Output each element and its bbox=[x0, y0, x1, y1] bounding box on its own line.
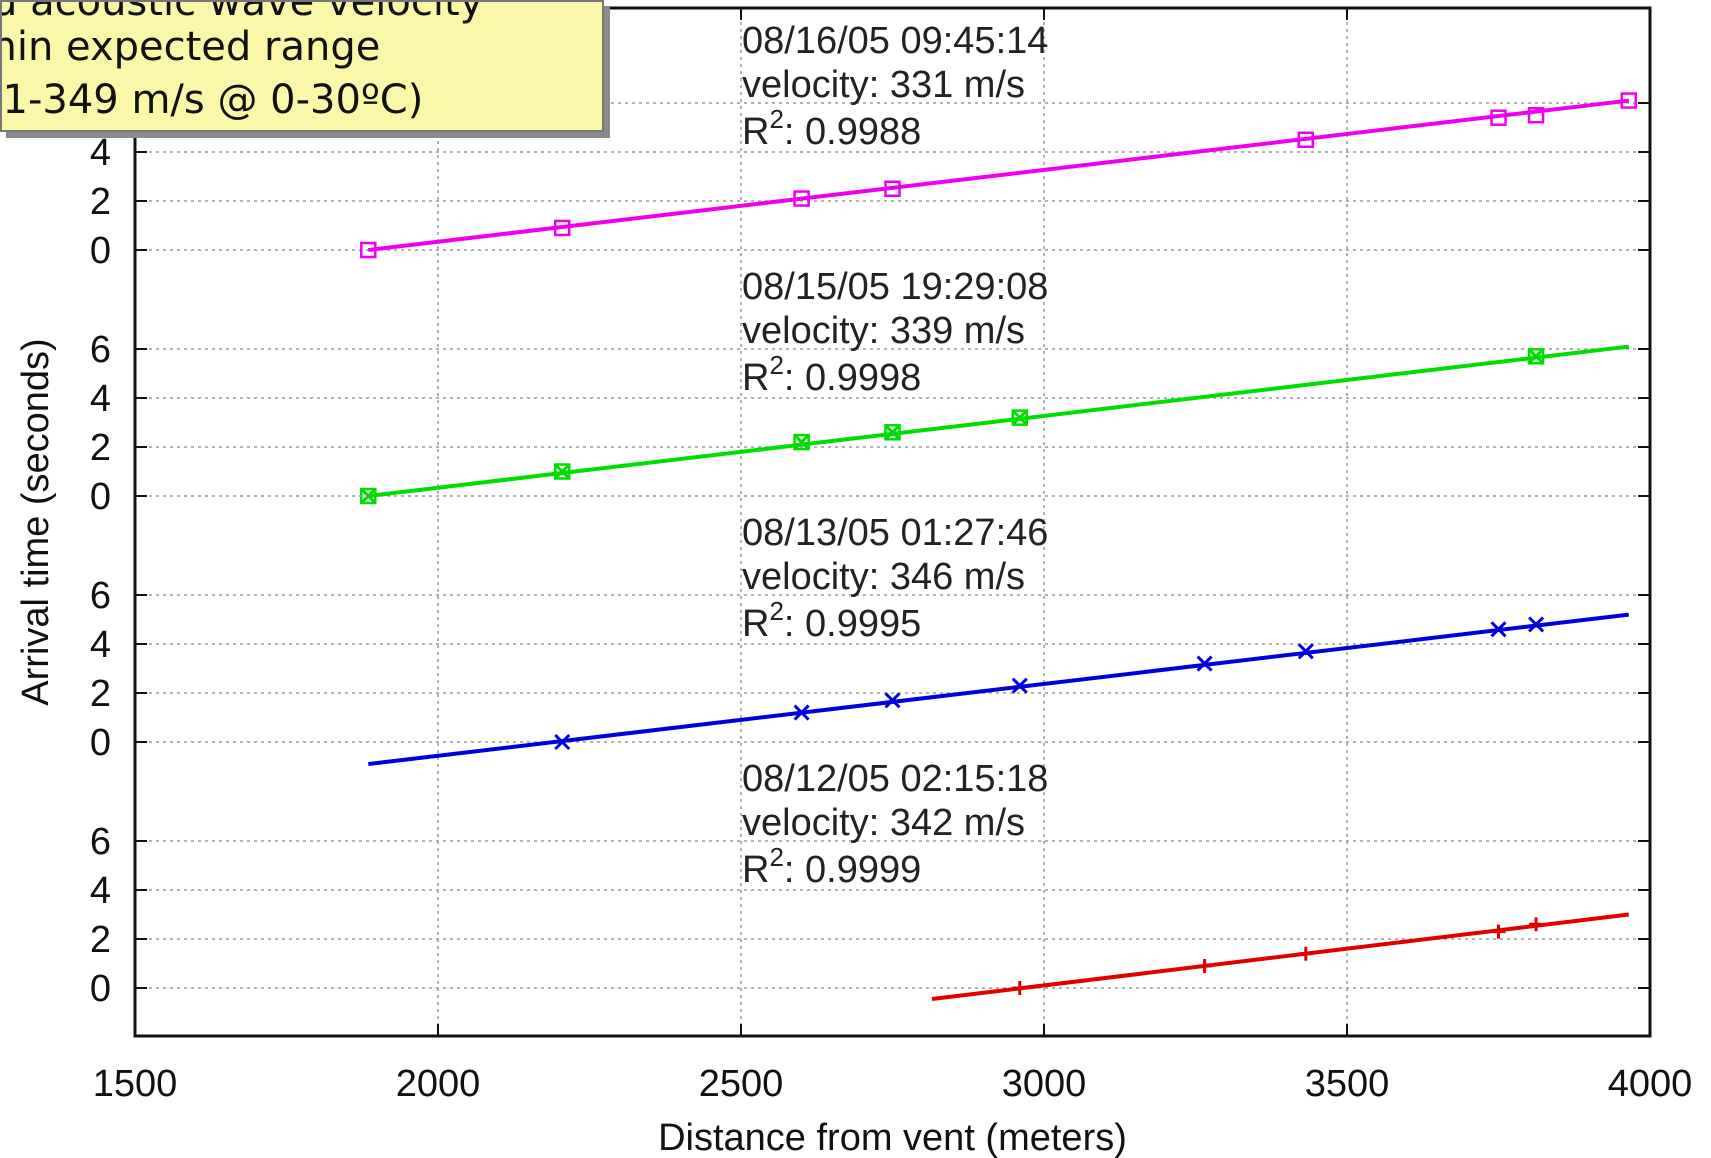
data-point-marker bbox=[360, 487, 377, 505]
data-point-marker bbox=[793, 704, 810, 721]
data-point-marker bbox=[1491, 924, 1506, 939]
y-tick-label: 0 bbox=[90, 968, 111, 1010]
data-point-marker bbox=[1011, 409, 1028, 426]
callout-line-1: Measured acoustic wave velocity bbox=[2, 0, 484, 25]
x-tick-label: 1500 bbox=[93, 1063, 178, 1105]
fit-line bbox=[368, 98, 1630, 252]
x-tick-label: 3000 bbox=[1002, 1063, 1087, 1105]
y-tick-label: 0 bbox=[90, 230, 111, 272]
data-point-marker bbox=[884, 180, 901, 197]
r-squared-value: : 0.9999 bbox=[784, 849, 921, 891]
data-point-marker bbox=[553, 219, 571, 237]
series-layer bbox=[360, 92, 1638, 1002]
data-point-marker bbox=[793, 433, 810, 451]
r-squared-value: : 0.9988 bbox=[784, 111, 921, 153]
x-tick-label: 2000 bbox=[396, 1063, 481, 1105]
data-point-marker bbox=[1528, 348, 1545, 365]
velocity-callout-box: Measured acoustic wave velocity within e… bbox=[0, 0, 604, 132]
r-squared-symbol: R bbox=[742, 603, 769, 645]
r-squared-superscript: 2 bbox=[769, 842, 783, 872]
y-tick-label: 0 bbox=[90, 722, 111, 764]
y-tick-label: 4 bbox=[90, 132, 111, 174]
data-point-marker bbox=[884, 424, 901, 441]
data-point-marker bbox=[553, 463, 571, 480]
series-0 bbox=[931, 912, 1630, 1002]
velocity-label: velocity: 342 m/s bbox=[742, 802, 1025, 844]
data-point-marker bbox=[1620, 92, 1638, 109]
r-squared-label: R2: 0.9995 bbox=[742, 596, 921, 645]
r-squared-superscript: 2 bbox=[769, 596, 783, 626]
series-timestamp-label: 08/16/05 09:45:14 bbox=[742, 20, 1048, 62]
data-point-marker bbox=[1490, 109, 1507, 126]
data-point-marker bbox=[1528, 616, 1545, 633]
data-point-marker bbox=[360, 241, 377, 259]
y-axis-title: Arrival time (seconds) bbox=[15, 338, 57, 705]
data-point-marker bbox=[360, 487, 377, 505]
y-tick-label: 4 bbox=[90, 624, 111, 666]
plot-frame bbox=[133, 6, 1652, 1038]
series-timestamp-label: 08/13/05 01:27:46 bbox=[742, 512, 1048, 554]
y-tick-label: 4 bbox=[90, 870, 111, 912]
y-tick-label: 0 bbox=[90, 476, 111, 518]
r-squared-label: R2: 0.9998 bbox=[742, 350, 921, 399]
data-point-marker bbox=[793, 434, 810, 451]
x-tick-label: 4000 bbox=[1608, 1063, 1693, 1105]
series-timestamp-label: 08/15/05 19:29:08 bbox=[742, 266, 1048, 308]
y-tick-label: 2 bbox=[90, 919, 111, 961]
velocity-label: velocity: 346 m/s bbox=[742, 556, 1025, 598]
fit-line bbox=[368, 344, 1630, 498]
fit-line bbox=[368, 612, 1630, 767]
r-squared-label: R2: 0.9988 bbox=[742, 104, 921, 153]
data-point-marker bbox=[1490, 621, 1507, 638]
velocity-label: velocity: 331 m/s bbox=[742, 64, 1025, 106]
data-point-marker bbox=[1197, 958, 1212, 973]
data-point-marker bbox=[554, 733, 571, 751]
series-2 bbox=[360, 344, 1630, 505]
fit-line bbox=[931, 912, 1630, 1002]
r-squared-superscript: 2 bbox=[769, 350, 783, 380]
x-tick-label: 3500 bbox=[1305, 1063, 1390, 1105]
r-squared-superscript: 2 bbox=[769, 104, 783, 134]
callout-line-2: within expected range bbox=[2, 24, 381, 70]
data-point-marker bbox=[1527, 107, 1545, 124]
x-axis-title: Distance from vent (meters) bbox=[658, 1117, 1127, 1158]
callout-line-3: (331-349 m/s @ 0-30ºC) bbox=[2, 77, 424, 123]
series-1 bbox=[368, 612, 1630, 767]
data-point-marker bbox=[884, 424, 901, 441]
series-timestamp-label: 08/12/05 02:15:18 bbox=[742, 758, 1048, 800]
data-point-marker bbox=[1527, 348, 1545, 365]
data-point-marker bbox=[1298, 946, 1313, 961]
data-point-marker bbox=[884, 692, 901, 709]
r-squared-symbol: R bbox=[742, 357, 769, 399]
data-point-marker bbox=[793, 190, 810, 207]
y-tick-label: 4 bbox=[90, 378, 111, 420]
data-point-marker bbox=[1011, 677, 1028, 694]
data-point-marker bbox=[554, 463, 571, 480]
y-tick-label: 2 bbox=[90, 181, 111, 223]
data-point-marker bbox=[1196, 655, 1213, 672]
velocity-label: velocity: 339 m/s bbox=[742, 310, 1025, 352]
data-point-marker bbox=[1297, 643, 1314, 660]
y-tick-label: 2 bbox=[90, 427, 111, 469]
x-tick-label: 2500 bbox=[699, 1063, 784, 1105]
y-tick-label: 2 bbox=[90, 673, 111, 715]
r-squared-symbol: R bbox=[742, 849, 769, 891]
y-tick-label: 6 bbox=[90, 575, 111, 617]
data-point-marker bbox=[1011, 409, 1029, 426]
r-squared-value: : 0.9995 bbox=[784, 603, 921, 645]
data-point-marker bbox=[1012, 981, 1027, 995]
data-point-marker bbox=[1529, 917, 1544, 932]
y-tick-label: 6 bbox=[90, 821, 111, 863]
data-point-marker bbox=[1297, 131, 1315, 148]
r-squared-symbol: R bbox=[742, 111, 769, 153]
x-axis-ticks: 1500 2000 2500 3000 3500 4000 bbox=[93, 8, 1693, 1105]
r-squared-label: R2: 0.9999 bbox=[742, 842, 921, 891]
r-squared-value: : 0.9998 bbox=[784, 357, 921, 399]
y-tick-label: 6 bbox=[90, 329, 111, 371]
series-3 bbox=[360, 92, 1638, 259]
